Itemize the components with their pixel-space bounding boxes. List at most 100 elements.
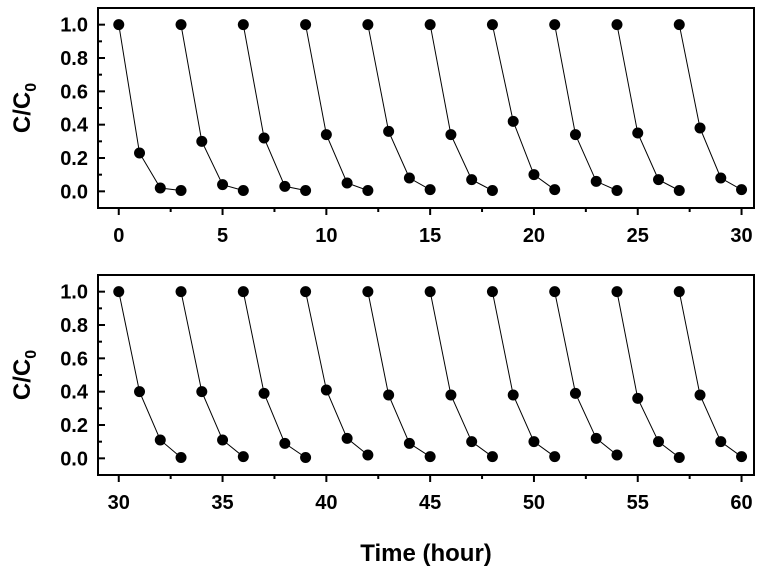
data-point [715,172,727,184]
data-point [673,185,685,196]
x-axis-title: Time (hour) [360,540,492,567]
data-point [673,286,685,298]
data-point [486,451,498,463]
x-tick-label: 5 [217,225,228,247]
series-line-cycle-10 [678,291,742,458]
y-tick-label: 0.4 [60,382,89,404]
data-point [154,182,166,194]
x-tick-label: 0 [113,225,124,247]
data-point [258,132,270,144]
y-tick-label: 0.6 [60,348,88,370]
data-point [507,115,519,127]
x-tick-label: 25 [627,225,649,247]
data-point [175,19,187,31]
series-line-cycle-4 [305,24,369,191]
data-point [196,135,208,147]
data-point [466,436,478,448]
y-tick-label: 1.0 [60,282,88,304]
data-point [237,185,249,196]
data-point [549,286,561,298]
data-point [549,19,561,31]
series-line-cycle-8 [554,291,618,456]
data-point [486,19,498,31]
data-point [507,389,519,401]
data-point [217,179,229,191]
y-tick-label: 1.0 [60,15,88,37]
data-point [632,392,644,404]
series-line-cycle-5 [367,291,431,458]
y-tick-label: 0.8 [60,315,88,337]
data-point [300,286,312,298]
data-point [341,432,353,444]
x-tick-label: 35 [211,492,233,514]
data-point [673,19,685,31]
data-point [486,286,498,298]
series-line-cycle-1 [118,24,182,191]
data-point [383,125,395,137]
data-point [279,180,291,192]
data-point [611,286,623,298]
y-tick-label: 0.4 [60,115,89,137]
y-axis-title: C/C0 [9,83,40,133]
data-point [590,175,602,187]
data-point [175,286,187,298]
x-tick-label: 55 [627,492,649,514]
y-axis-title-subscript: 0 [23,83,40,92]
data-point [736,184,748,196]
data-point [362,19,374,31]
data-point [694,122,706,134]
x-tick-label: 20 [523,225,545,247]
data-point [736,451,748,463]
data-point [694,389,706,401]
series-line-cycle-10 [678,24,742,191]
x-tick-label: 15 [419,225,441,247]
data-point [237,19,249,31]
data-point [466,174,478,186]
data-point [217,434,229,446]
y-axis-title-subscript: 0 [23,350,40,359]
data-point [341,177,353,189]
data-point [196,386,208,398]
data-point [403,437,415,449]
y-tick-label: 0.8 [60,48,88,70]
x-tick-label: 30 [108,492,130,514]
data-point [154,434,166,446]
data-point [569,129,581,141]
y-axis-title-main: C/C [9,359,36,400]
data-point [134,386,146,398]
data-point [113,286,125,298]
series-line-cycle-5 [367,24,431,191]
y-tick-label: 0.6 [60,81,88,103]
series-line-cycle-4 [305,291,369,456]
series-line-cycle-2 [180,291,244,458]
series-line-cycle-9 [616,291,680,458]
data-point [237,286,249,298]
data-point [611,19,623,31]
data-point [258,387,270,399]
data-point [175,452,187,463]
data-point [279,437,291,449]
data-point [362,286,374,298]
data-point [424,19,436,31]
data-point [549,451,561,463]
data-point [300,452,312,463]
y-tick-label: 0.0 [60,448,88,470]
data-point [673,452,685,463]
data-point [445,389,457,401]
data-point [403,172,415,184]
series-line-cycle-7 [491,291,555,458]
data-point [300,185,312,196]
top-panel: 0.00.20.40.60.81.00 5 10 15 20 25 30C/C0 [9,7,755,247]
data-point [237,451,249,463]
data-point [611,449,623,461]
data-point [486,185,498,196]
y-tick-label: 0.2 [60,148,88,170]
data-point [113,19,125,31]
bottom-panel: 0.0 0.2 0.4 0.6 0.8 1.0 30 35 40 45 50 55 60 C/C0 Time… [9,274,755,567]
y-tick-label: 0.2 [60,415,88,437]
data-point [362,185,374,196]
data-point [549,184,561,196]
y-axis-title: C/C0 [9,350,40,400]
data-point [528,436,540,448]
